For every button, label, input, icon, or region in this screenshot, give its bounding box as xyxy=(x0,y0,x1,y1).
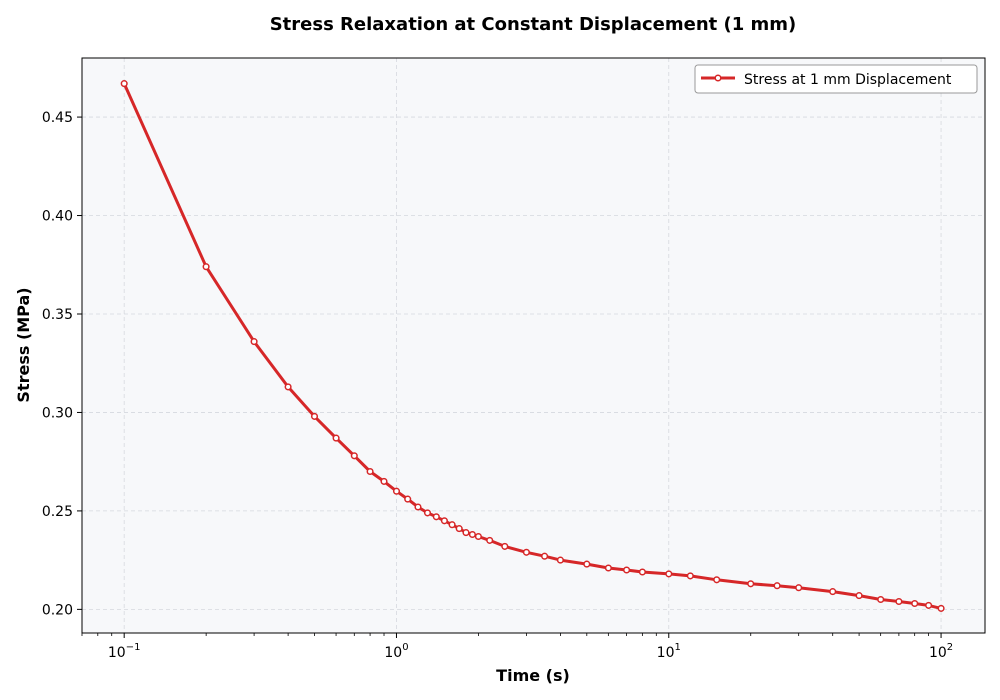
data-point xyxy=(855,592,863,600)
x-tick-base: 10 xyxy=(384,645,402,661)
data-point xyxy=(414,503,422,511)
x-tick-exponent: 1 xyxy=(674,642,680,653)
data-point xyxy=(284,383,292,391)
data-point xyxy=(423,509,432,517)
data-point xyxy=(350,452,358,460)
data-point xyxy=(541,552,549,560)
data-point xyxy=(829,588,837,596)
plot-area xyxy=(82,58,985,633)
data-point xyxy=(638,568,646,576)
x-tick-base: 10 xyxy=(929,645,947,661)
data-point xyxy=(432,513,440,521)
series-layer xyxy=(120,80,945,612)
data-point xyxy=(773,582,781,590)
legend-marker-swatch xyxy=(714,74,722,82)
data-point xyxy=(202,263,210,271)
data-point xyxy=(404,495,412,503)
data-point xyxy=(795,584,803,592)
y-axis-ticks: 0.20 0.25 0.30 0.35 0.40 0.45 xyxy=(42,110,82,618)
data-point xyxy=(686,572,694,580)
data-point xyxy=(474,532,482,541)
plot-frame xyxy=(81,57,986,634)
x-axis-ticks: 10−1 100 101 102 xyxy=(81,633,953,661)
data-point xyxy=(895,597,903,606)
data-point xyxy=(440,517,448,525)
data-point xyxy=(937,604,945,612)
legend-box xyxy=(694,64,978,94)
x-tick-label: 102 xyxy=(929,642,953,661)
data-point xyxy=(556,556,564,564)
data-point xyxy=(501,542,509,550)
data-point xyxy=(911,599,919,608)
chart-title: Stress Relaxation at Constant Displaceme… xyxy=(270,14,797,35)
y-tick-label: 0.30 xyxy=(42,405,73,421)
x-tick-exponent: 0 xyxy=(402,642,408,653)
data-point xyxy=(332,434,340,442)
data-point xyxy=(486,536,494,544)
x-tick-base: 10 xyxy=(657,645,675,661)
legend-label: Stress at 1 mm Displacement xyxy=(744,72,952,88)
x-axis-label: Time (s) xyxy=(496,666,570,685)
x-tick-exponent: −1 xyxy=(126,642,141,653)
data-point xyxy=(310,412,319,420)
data-point xyxy=(250,338,258,346)
legend: Stress at 1 mm Displacement xyxy=(694,64,978,94)
data-point xyxy=(623,566,631,574)
x-tick-exponent: 2 xyxy=(947,642,953,653)
x-tick-label: 101 xyxy=(657,642,681,661)
data-point xyxy=(604,564,612,572)
data-point xyxy=(120,80,128,88)
grid xyxy=(82,58,985,633)
series-line xyxy=(122,82,942,610)
y-tick-label: 0.25 xyxy=(42,504,73,520)
data-point xyxy=(380,477,388,485)
data-point xyxy=(366,467,374,476)
data-point xyxy=(522,548,530,556)
x-tick-base: 10 xyxy=(108,645,126,661)
data-point xyxy=(455,525,463,533)
data-point xyxy=(665,570,673,578)
y-tick-label: 0.40 xyxy=(42,209,73,225)
data-point xyxy=(713,576,721,584)
y-tick-label: 0.45 xyxy=(42,110,73,126)
data-point xyxy=(392,487,401,495)
y-axis-label: Stress (MPa) xyxy=(14,287,33,402)
data-point xyxy=(747,580,755,588)
data-point xyxy=(877,595,885,604)
y-tick-label: 0.20 xyxy=(42,602,73,618)
x-tick-label: 100 xyxy=(384,642,408,661)
data-point xyxy=(462,529,470,537)
data-point xyxy=(925,601,933,609)
y-tick-label: 0.35 xyxy=(42,307,73,323)
data-point xyxy=(468,530,476,539)
data-point xyxy=(448,521,456,529)
data-point xyxy=(583,560,591,568)
x-tick-label: 10−1 xyxy=(108,642,141,661)
